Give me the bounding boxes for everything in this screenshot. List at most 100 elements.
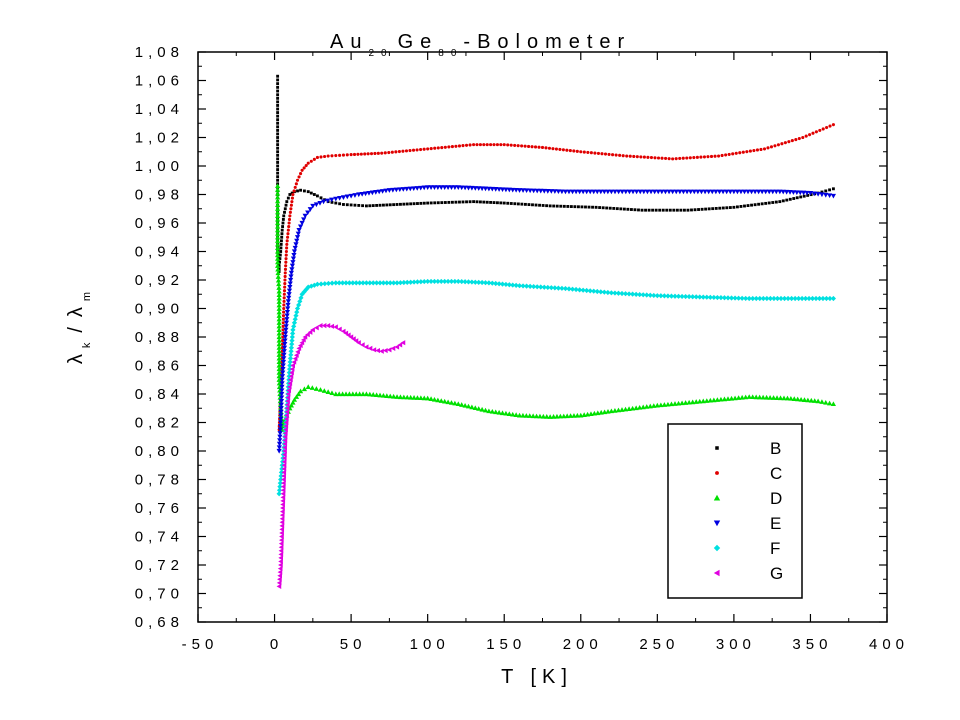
data-point [276, 309, 282, 315]
data-point [479, 186, 485, 192]
data-point [573, 286, 579, 293]
data-point [302, 334, 308, 340]
data-point [291, 249, 298, 255]
data-point [683, 400, 689, 405]
data-point [475, 200, 479, 204]
data-point [724, 189, 730, 195]
data-point [691, 189, 697, 195]
data-point [285, 246, 289, 250]
data-point [448, 185, 455, 190]
data-point [278, 476, 284, 483]
data-point [426, 201, 430, 205]
data-point [276, 128, 280, 132]
data-point [567, 413, 574, 418]
data-point [278, 558, 283, 565]
data-point [301, 386, 308, 392]
data-point [601, 189, 607, 195]
data-point [797, 190, 803, 196]
data-point [748, 149, 752, 153]
data-point [317, 387, 324, 392]
data-point [608, 290, 614, 296]
data-point [608, 189, 614, 195]
data-point [566, 205, 570, 208]
data-point [562, 204, 566, 208]
data-point [281, 476, 286, 483]
data-point [482, 200, 486, 204]
data-point [371, 347, 377, 353]
data-point [770, 395, 777, 400]
data-point [275, 209, 281, 215]
data-point [661, 402, 667, 407]
data-point [282, 296, 286, 300]
data-point [281, 469, 287, 475]
data-point [284, 253, 288, 257]
data-point [482, 280, 489, 286]
data-point [704, 207, 708, 211]
data-point [479, 279, 485, 286]
data-point [277, 573, 282, 579]
data-point [499, 201, 503, 205]
data-point [464, 143, 469, 147]
data-point [530, 145, 534, 149]
data-point [404, 149, 409, 153]
data-point [665, 293, 671, 299]
data-point [401, 279, 407, 286]
data-point [718, 206, 722, 210]
data-point [820, 190, 824, 194]
data-point [615, 407, 622, 413]
data-point [293, 313, 299, 319]
data-point [538, 203, 541, 207]
data-point [639, 155, 643, 159]
data-point [281, 473, 286, 479]
data-point [280, 235, 284, 239]
data-point [310, 203, 316, 209]
data-point [278, 395, 285, 401]
data-point [343, 280, 349, 286]
data-point [280, 487, 286, 493]
legend-marker-F [713, 544, 721, 552]
y-axis-title-symbol-1: λ [65, 348, 87, 364]
data-point [714, 294, 720, 301]
data-point [492, 143, 496, 147]
data-point [562, 285, 569, 292]
data-point [462, 279, 468, 285]
data-point [281, 317, 285, 321]
data-point [285, 239, 289, 243]
data-point [284, 257, 288, 261]
y-tick-label: 0,94 [135, 244, 184, 261]
data-point [767, 201, 771, 205]
data-point [375, 203, 379, 207]
data-point [523, 144, 527, 148]
y-tick-label: 0,78 [135, 472, 184, 489]
data-point [569, 205, 573, 208]
data-point [300, 168, 304, 172]
data-point [275, 263, 281, 268]
data-point [288, 352, 294, 358]
data-point [277, 438, 283, 443]
data-point [278, 413, 284, 418]
data-point [550, 414, 557, 419]
data-point [276, 487, 283, 493]
data-point [548, 285, 554, 291]
data-point [683, 293, 689, 300]
data-point [598, 206, 602, 209]
data-point [287, 355, 294, 361]
data-point [569, 189, 576, 195]
data-point [513, 187, 519, 193]
data-point [317, 323, 323, 329]
data-point [651, 208, 655, 212]
data-point [330, 154, 334, 158]
data-point [503, 410, 509, 416]
data-point [320, 199, 327, 205]
data-point [353, 391, 359, 397]
data-point [277, 480, 283, 486]
data-point [615, 207, 619, 211]
data-point [359, 342, 365, 348]
data-point [277, 569, 283, 575]
data-point [377, 392, 383, 398]
data-point [281, 331, 285, 335]
data-point [411, 186, 417, 192]
chart-title-subscript-1: 20 [368, 48, 393, 59]
data-point [773, 189, 779, 195]
y-axis-title-slash: / [65, 321, 87, 333]
